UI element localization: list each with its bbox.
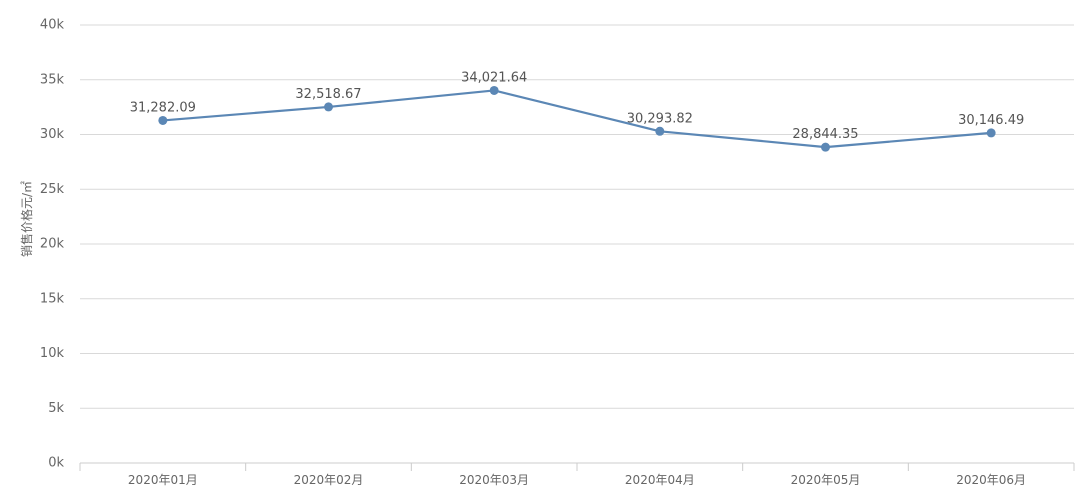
data-labels: 31,282.09 32,518.67 34,021.64 30,293.82 28,8… bbox=[130, 70, 1025, 142]
data-point bbox=[655, 126, 665, 136]
x-tick-label: 2020年03月 bbox=[459, 473, 529, 487]
y-axis-title: 销售价格元/㎡ bbox=[19, 181, 34, 257]
data-label: 30,293.82 bbox=[627, 111, 693, 126]
y-tick-label: 5k bbox=[48, 401, 64, 416]
y-axis-ticks: 0k 5k 10k 15k 20k 25k 30k 35k 40k bbox=[40, 18, 65, 471]
y-tick-label: 15k bbox=[40, 291, 65, 306]
data-label: 31,282.09 bbox=[130, 100, 196, 115]
data-point bbox=[986, 128, 996, 138]
y-tick-label: 25k bbox=[40, 182, 65, 197]
y-tick-label: 30k bbox=[40, 127, 65, 142]
x-tick-label: 2020年05月 bbox=[791, 473, 861, 487]
x-axis-ticks: 2020年01月 2020年02月 2020年03月 2020年04月 2020年05月… bbox=[128, 473, 1026, 487]
x-tick-label: 2020年02月 bbox=[294, 473, 364, 487]
data-point bbox=[489, 85, 499, 95]
y-tick-label: 10k bbox=[40, 346, 65, 361]
y-tick-label: 20k bbox=[40, 237, 65, 252]
data-label: 34,021.64 bbox=[461, 70, 527, 85]
data-label: 30,146.49 bbox=[958, 113, 1024, 128]
y-tick-label: 35k bbox=[40, 72, 65, 87]
x-axis bbox=[79, 462, 1075, 471]
series-line bbox=[162, 89, 992, 149]
series bbox=[158, 85, 996, 152]
data-point bbox=[324, 102, 333, 112]
data-point bbox=[821, 142, 830, 152]
grid-lines bbox=[80, 24, 1074, 409]
x-tick-label: 2020年06月 bbox=[956, 473, 1026, 487]
x-tick-label: 2020年04月 bbox=[625, 473, 695, 487]
y-tick-label: 40k bbox=[40, 18, 65, 33]
data-point bbox=[158, 115, 168, 125]
x-tick-label: 2020年01月 bbox=[128, 473, 198, 487]
data-label: 28,844.35 bbox=[792, 127, 858, 142]
y-tick-label: 0k bbox=[48, 456, 64, 471]
data-label: 32,518.67 bbox=[295, 87, 361, 102]
